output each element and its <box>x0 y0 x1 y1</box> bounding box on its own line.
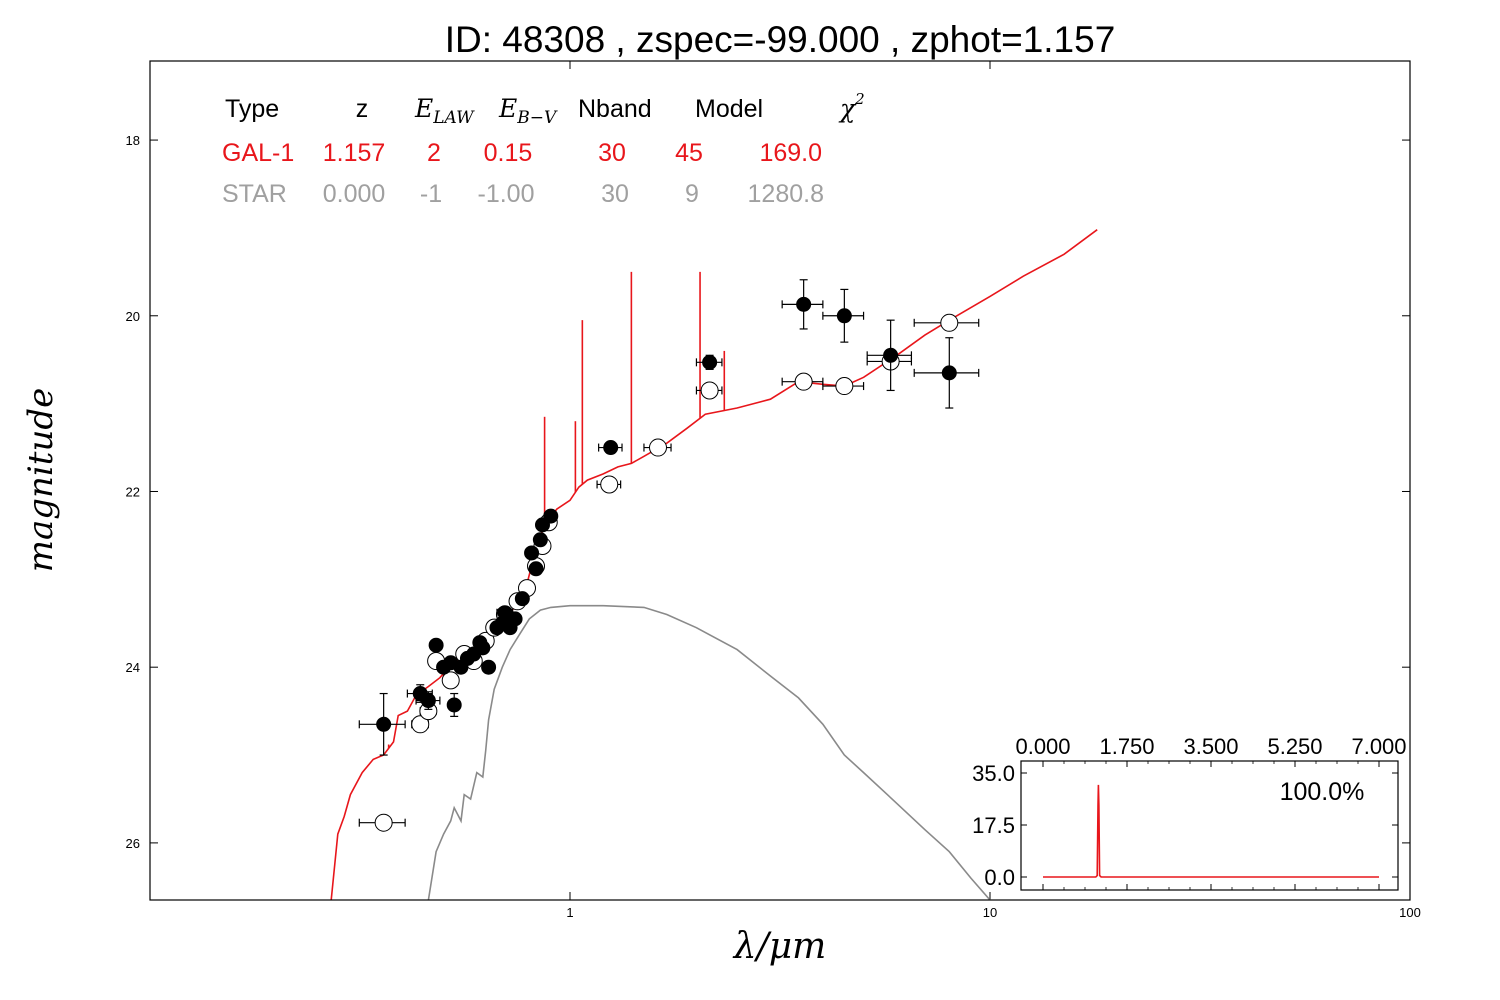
pdz-annotation: 100.0% <box>1280 778 1365 806</box>
observed-point <box>475 640 491 656</box>
y-tick-label: 20 <box>126 309 140 324</box>
model-point <box>794 372 813 391</box>
star-nband: 30 <box>601 180 629 208</box>
model-point <box>374 813 393 832</box>
pdz-tick-labels: 0.000 1.750 3.500 5.250 7.000 0.0 17.5 35.0 <box>972 734 1406 890</box>
x-tick-label: 100 <box>1399 905 1421 920</box>
model-point <box>940 313 959 332</box>
pdz-x-tick-label: 3.500 <box>1183 734 1238 759</box>
observed-point <box>796 296 812 312</box>
fit-table: Type z ELAW EB−V Nband Model χ2 GAL-1 1.… <box>222 90 865 208</box>
figure-title: ID: 48308 , zspec=-99.000 , zphot=1.157 <box>445 19 1116 60</box>
header-z: z <box>356 95 369 123</box>
header-model: Model <box>695 95 763 123</box>
main-plot-frame <box>149 60 1411 901</box>
header-chi2-sup: 2 <box>854 90 865 108</box>
model-point <box>600 475 619 494</box>
pdz-inset-frame <box>1020 760 1399 891</box>
observed-photometry-points <box>358 279 980 756</box>
x-tick-label: 1 <box>566 905 573 920</box>
observed-point <box>428 637 444 653</box>
model-point <box>700 381 719 400</box>
fit-row-star: STAR 0.000 -1 -1.00 30 9 1280.8 <box>222 180 824 208</box>
observed-point <box>481 659 497 675</box>
main-tick-labels: 1 10 100 18 20 22 24 26 <box>126 133 1421 920</box>
star-sed-line <box>427 604 991 900</box>
y-tick-label: 22 <box>126 484 140 499</box>
header-nband: Nband <box>578 95 652 123</box>
observed-point <box>524 545 540 561</box>
y-tick-label: 18 <box>126 133 140 148</box>
pdz-x-tick-label: 0.000 <box>1015 734 1070 759</box>
observed-point <box>836 308 852 324</box>
x-axis-label: λ/μm <box>732 926 826 967</box>
model-point <box>411 715 430 734</box>
model-point <box>648 438 667 457</box>
header-ebv-sub: B−V <box>516 108 558 128</box>
star-model: 9 <box>685 180 699 208</box>
observed-point <box>514 591 530 607</box>
x-tick-label: 10 <box>983 905 997 920</box>
galaxy-type: GAL-1 <box>222 139 294 167</box>
pdz-x-tick-label: 1.750 <box>1099 734 1154 759</box>
pdz-inset-background <box>1021 761 1398 890</box>
star-chi2: 1280.8 <box>748 180 824 208</box>
galaxy-z: 1.157 <box>323 139 386 167</box>
header-type: Type <box>225 95 279 123</box>
pdz-inset: 0.000 1.750 3.500 5.250 7.000 0.0 17.5 35.0 100… <box>972 734 1407 891</box>
header-chi2: χ2 <box>838 90 865 123</box>
observed-point <box>941 365 957 381</box>
pdz-x-tick-label: 7.000 <box>1351 734 1406 759</box>
y-tick-label: 26 <box>126 836 140 851</box>
pdz-y-tick-label: 0.0 <box>984 865 1015 890</box>
observed-point <box>702 354 718 370</box>
pdz-curve <box>1043 784 1379 878</box>
pdz-y-tick-label: 17.5 <box>972 813 1015 838</box>
y-tick-label: 24 <box>126 660 140 675</box>
galaxy-sed-curve <box>330 229 1098 900</box>
model-point <box>441 671 460 690</box>
galaxy-model: 45 <box>675 139 703 167</box>
header-elaw-e: E <box>414 94 433 123</box>
pdz-y-tick-label: 35.0 <box>972 761 1015 786</box>
star-z: 0.000 <box>323 180 386 208</box>
observed-point <box>528 561 544 577</box>
galaxy-ebv: 0.15 <box>484 139 533 167</box>
star-sed-curve <box>427 604 991 900</box>
model-photometry-points <box>358 313 980 832</box>
y-axis-label: magnitude <box>21 388 61 573</box>
observed-point <box>532 532 548 548</box>
observed-point <box>883 347 899 363</box>
galaxy-chi2: 169.0 <box>759 139 822 167</box>
fit-table-header: Type z ELAW EB−V Nband Model χ2 <box>225 90 865 128</box>
star-elaw: -1 <box>420 180 442 208</box>
star-type: STAR <box>222 180 287 208</box>
header-ebv: EB−V <box>498 94 558 128</box>
observed-point <box>507 611 523 627</box>
observed-point <box>543 508 559 524</box>
header-ebv-e: E <box>498 94 517 123</box>
galaxy-sed-line <box>330 229 1098 900</box>
fit-row-galaxy: GAL-1 1.157 2 0.15 30 45 169.0 <box>222 139 822 167</box>
observed-point <box>376 716 392 732</box>
pdz-axis-ticks <box>1021 761 1398 890</box>
observed-point <box>420 693 436 709</box>
galaxy-nband: 30 <box>598 139 626 167</box>
galaxy-elaw: 2 <box>427 139 441 167</box>
pdz-x-tick-label: 5.250 <box>1267 734 1322 759</box>
observed-point <box>446 697 462 713</box>
pdz-line <box>1043 784 1379 878</box>
header-chi2-chi: χ <box>838 94 857 123</box>
star-ebv: -1.00 <box>478 180 535 208</box>
header-elaw: ELAW <box>414 94 475 128</box>
header-elaw-sub: LAW <box>432 108 475 128</box>
model-point <box>835 377 854 396</box>
observed-point <box>603 440 619 456</box>
